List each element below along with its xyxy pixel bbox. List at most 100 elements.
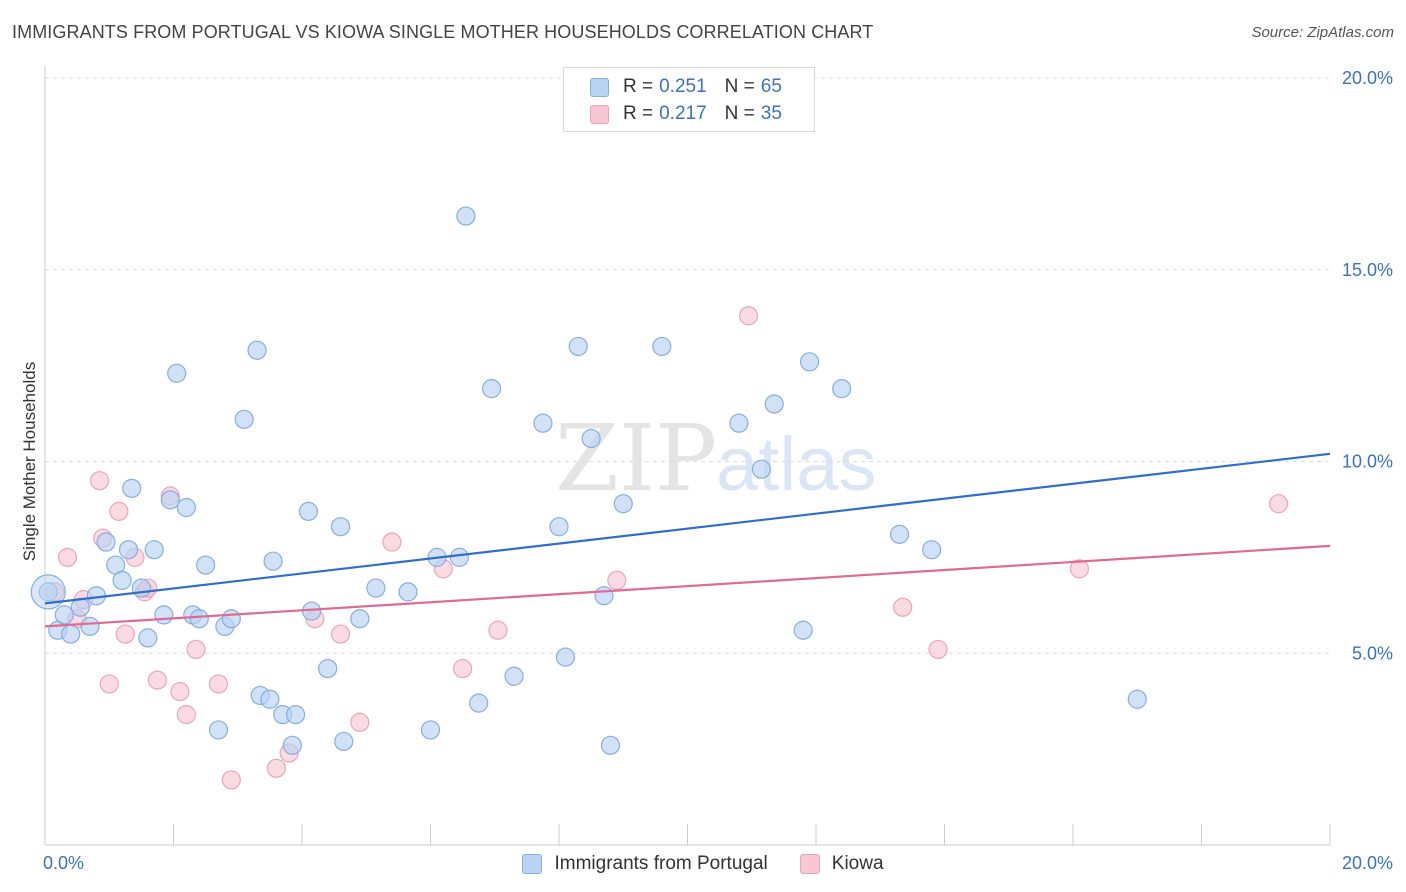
- data-point: [90, 471, 110, 491]
- data-point: [652, 336, 672, 357]
- legend-item-portugal[interactable]: Immigrants from Portugal: [522, 853, 768, 875]
- legend-r-value: 0.217: [659, 103, 707, 124]
- data-point: [1127, 689, 1147, 709]
- data-point: [247, 340, 267, 360]
- data-point: [889, 524, 910, 544]
- watermark-atlas: atlas: [716, 422, 877, 507]
- data-point: [832, 379, 852, 399]
- data-point: [122, 478, 142, 498]
- data-point: [186, 639, 206, 660]
- source-label: Source: ZipAtlas.com: [1251, 24, 1394, 41]
- data-point: [793, 620, 813, 640]
- data-point: [398, 582, 418, 602]
- data-point: [382, 532, 402, 552]
- data-point: [366, 578, 386, 598]
- data-point: [138, 628, 158, 648]
- data-point: [160, 490, 180, 510]
- y-tick-label: 20.0%: [1342, 68, 1393, 88]
- legend-n-value: 65: [760, 76, 782, 97]
- data-point: [115, 624, 135, 644]
- data-point: [330, 624, 351, 644]
- data-point: [282, 735, 302, 755]
- data-point: [96, 532, 116, 552]
- data-point: [260, 689, 280, 709]
- legend-n-value: 35: [760, 103, 782, 124]
- data-point: [176, 497, 196, 518]
- data-point: [263, 551, 283, 571]
- data-point: [751, 459, 771, 479]
- data-point: [118, 540, 139, 560]
- x-tick-label: 0.0%: [43, 853, 84, 873]
- data-point: [131, 578, 151, 598]
- y-axis-label: Single Mother Households: [20, 362, 39, 561]
- data-point: [1069, 559, 1090, 579]
- data-point-large: [30, 574, 66, 610]
- data-point: [298, 501, 319, 521]
- data-point: [54, 605, 74, 625]
- data-point: [109, 501, 129, 521]
- legend-n-label: N =: [724, 103, 755, 124]
- data-point: [1268, 494, 1289, 514]
- legend-swatch-kiowa: [590, 104, 609, 124]
- data-point: [350, 712, 370, 732]
- data-point: [144, 540, 164, 560]
- data-point: [893, 597, 913, 617]
- data-point: [334, 731, 354, 752]
- legend-r-value: 0.251: [659, 76, 707, 97]
- data-point: [285, 705, 306, 725]
- data-point: [488, 620, 508, 640]
- data-point: [581, 428, 601, 449]
- chart-title: IMMIGRANTS FROM PORTUGAL VS KIOWA SINGLE…: [12, 22, 874, 42]
- data-point: [555, 647, 576, 667]
- legend-row-kiowa: R = 0.217 N = 35: [590, 101, 782, 127]
- data-point: [266, 758, 286, 778]
- correlation-legend: R = 0.251 N = 65 R = 0.217 N = 35: [563, 67, 815, 132]
- data-point: [799, 352, 820, 372]
- data-point: [80, 616, 100, 637]
- data-point: [456, 206, 476, 226]
- trend-line-portugal: [44, 452, 1331, 605]
- data-point: [568, 336, 588, 357]
- legend-label-kiowa: Kiowa: [831, 853, 884, 874]
- data-point: [221, 609, 241, 629]
- data-point: [549, 517, 569, 537]
- data-point: [61, 624, 81, 644]
- series-legend: Immigrants from Portugal Kiowa: [0, 850, 1406, 878]
- watermark: ZIP atlas: [555, 405, 877, 512]
- data-point: [189, 609, 209, 629]
- legend-label-portugal: Immigrants from Portugal: [554, 853, 768, 874]
- data-point: [176, 705, 196, 725]
- y-tick-label: 5.0%: [1352, 643, 1393, 663]
- data-point: [350, 609, 370, 629]
- data-point: [729, 413, 749, 433]
- data-point: [922, 540, 942, 560]
- data-point: [99, 674, 119, 694]
- data-point: [504, 666, 524, 686]
- data-point: [607, 570, 627, 590]
- legend-n-label: N =: [724, 76, 755, 97]
- grid-lines: [45, 77, 1330, 654]
- data-point: [234, 409, 254, 429]
- legend-r-label: R =: [623, 103, 654, 124]
- data-point: [738, 306, 759, 326]
- trend-line-kiowa: [44, 544, 1331, 628]
- data-point: [167, 363, 187, 383]
- data-point: [594, 586, 614, 606]
- data-point: [764, 394, 784, 414]
- x-tick-label: 20.0%: [1342, 853, 1393, 873]
- data-point: [208, 720, 229, 740]
- legend-r-label: R =: [623, 76, 654, 97]
- data-point: [112, 570, 132, 590]
- series-portugal-points: [30, 206, 1147, 755]
- data-point: [469, 693, 489, 713]
- data-point: [613, 494, 633, 514]
- watermark-zip: ZIP: [555, 405, 717, 512]
- legend-swatch-kiowa: [799, 854, 820, 874]
- legend-item-kiowa[interactable]: Kiowa: [799, 853, 884, 875]
- data-point: [420, 720, 441, 740]
- legend-swatch-portugal: [522, 854, 543, 874]
- data-point: [481, 379, 502, 399]
- tick-labels: 5.0% 10.0% 15.0% 20.0% 0.0% 20.0%: [43, 68, 1393, 873]
- data-point: [196, 555, 216, 575]
